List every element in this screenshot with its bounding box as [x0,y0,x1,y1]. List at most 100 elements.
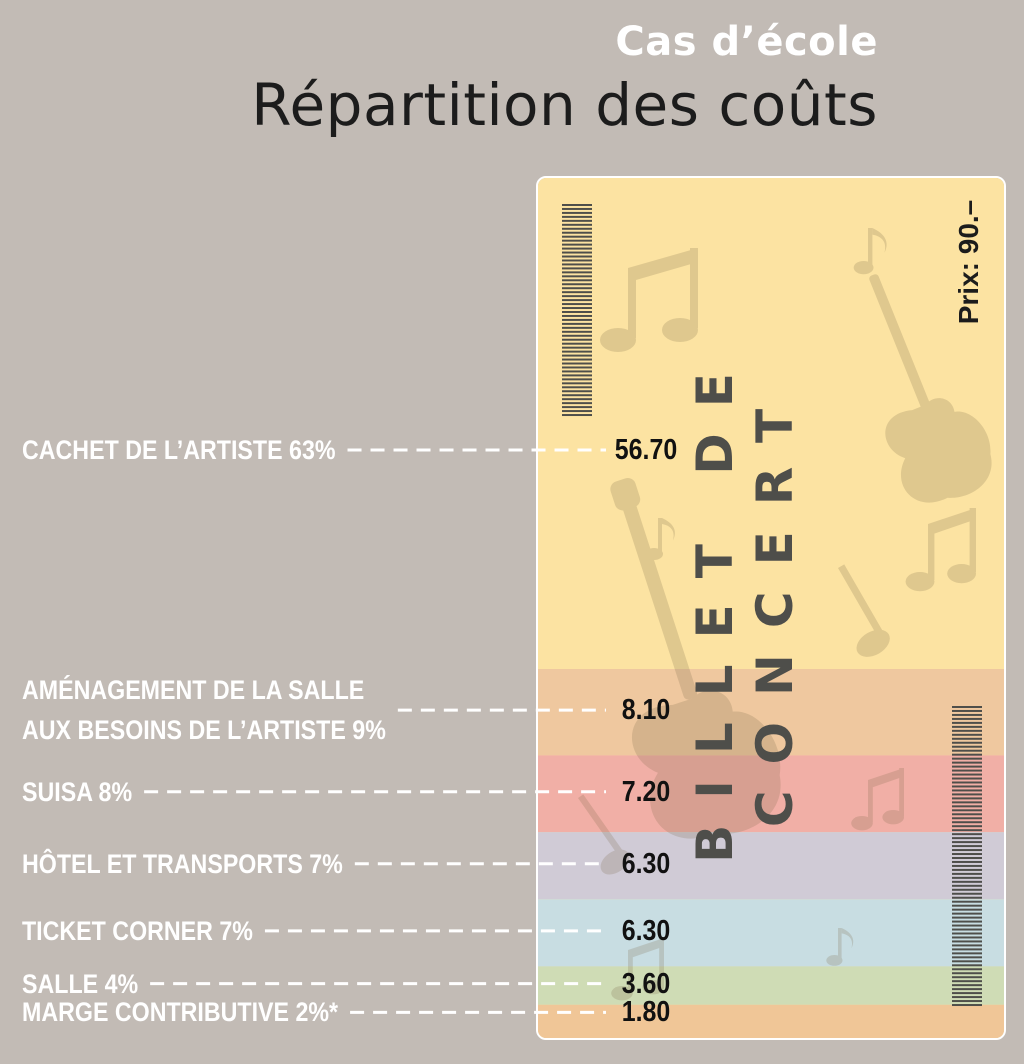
music-note-icon [826,928,854,966]
barcode-bar [562,295,592,298]
barcode-bar [562,390,592,393]
barcode-bar [952,960,982,963]
barcode-bar [952,920,982,923]
barcode-bar [952,992,982,995]
barcode-bar [952,857,982,859]
barcode-bar [562,299,592,302]
barcode-bar [562,334,592,337]
barcode-bar [952,880,982,883]
barcode-bar [952,860,982,863]
barcode-bar [952,733,982,736]
barcode-bar [952,781,982,784]
guitar-icon [610,478,781,839]
barcode-bar [562,243,592,246]
cost-segments [538,669,1004,1038]
barcode-bar [952,725,982,728]
category-label: SALLE 4% [22,964,138,1004]
value-label: 7.20 [621,775,671,808]
barcode-bar [952,924,982,927]
barcode-bar [562,330,592,333]
barcode-bar [952,817,982,820]
barcode-bar [562,239,592,242]
barcode-bar [562,291,592,294]
barcode-bar [952,713,982,716]
barcode-bar [562,255,592,258]
barcode-bar [562,307,592,310]
category-label-line: SALLE 4% [22,968,139,999]
heading: Cas d’école Répartition des coûts [251,14,878,140]
barcode-bar [952,940,982,943]
barcode-bar [952,709,982,712]
music-decorations [578,228,992,1001]
barcode-bar [952,829,982,832]
value-label: 3.60 [621,967,671,1000]
barcode-bar [562,207,592,210]
barcode-bar [952,805,982,808]
guitar-icon [869,274,992,503]
category-label-line: TICKET CORNER 7% [22,915,253,946]
barcode-bar [952,749,982,752]
barcode-bar [562,204,592,206]
barcode-bar [952,904,982,907]
category-label-line: HÔTEL ET TRANSPORTS 7% [22,848,343,879]
barcode-bar [952,849,982,852]
cost-bar [538,966,1004,1005]
category-label-line: AUX BESOINS DE L’ARTISTE 9% [22,715,386,746]
category-label: SUISA 8% [22,772,132,812]
barcode-bar [562,287,592,290]
barcode-bar [562,350,592,353]
value-label: 6.30 [621,847,671,880]
barcode-bar [952,928,982,931]
barcode-bar [562,279,592,282]
barcode-bar [952,876,982,879]
barcode-bar [952,745,982,748]
barcode-bar [952,1004,982,1007]
cost-bar [538,669,1004,756]
barcode-bar [952,785,982,788]
barcode-bar [562,231,592,234]
barcode-bar [562,211,592,214]
barcode-bar [562,219,592,222]
barcode-bar [562,386,592,389]
barcode-bar [952,916,982,919]
barcode-bar [952,948,982,951]
music-note-icon [645,518,675,560]
barcode-bar [562,358,592,361]
barcode-bar [952,769,982,772]
barcode-bar [952,837,982,840]
barcode-bar [562,235,592,238]
ticket-graphic [538,178,1004,1038]
barcode-bar [952,717,982,720]
barcode-bar [952,841,982,844]
barcode-bar [562,374,592,377]
barcode-bar [562,215,592,218]
barcode-bar [952,801,982,804]
barcode-bar [952,884,982,887]
barcode-bar [952,777,982,780]
barcode-bar [952,908,982,911]
barcode-bar [952,872,982,875]
barcode-bar [562,251,592,254]
category-label: TICKET CORNER 7% [22,911,253,951]
barcode-bar [952,797,982,800]
barcode-bar [952,813,982,816]
cost-bar [538,1004,1004,1038]
barcode-bar [562,362,592,365]
barcode-bar [562,318,592,321]
barcode-bar [952,968,982,971]
category-label-line: CACHET DE L’ARTISTE 63% [22,435,336,465]
concert-ticket [536,176,1006,1040]
category-label-line: AMÉNAGEMENT DE LA SALLE [22,675,365,706]
barcode-bar [952,972,982,975]
music-note-icon [905,508,976,592]
barcode-bar [952,964,982,967]
barcode-bar [952,980,982,983]
barcode-bar [562,247,592,250]
barcode-bar [952,984,982,987]
barcode-bar [562,263,592,266]
barcode-bar [952,741,982,744]
barcode-bar [952,976,982,979]
value-label: 1.80 [621,996,671,1029]
barcode-bar [952,1000,982,1003]
